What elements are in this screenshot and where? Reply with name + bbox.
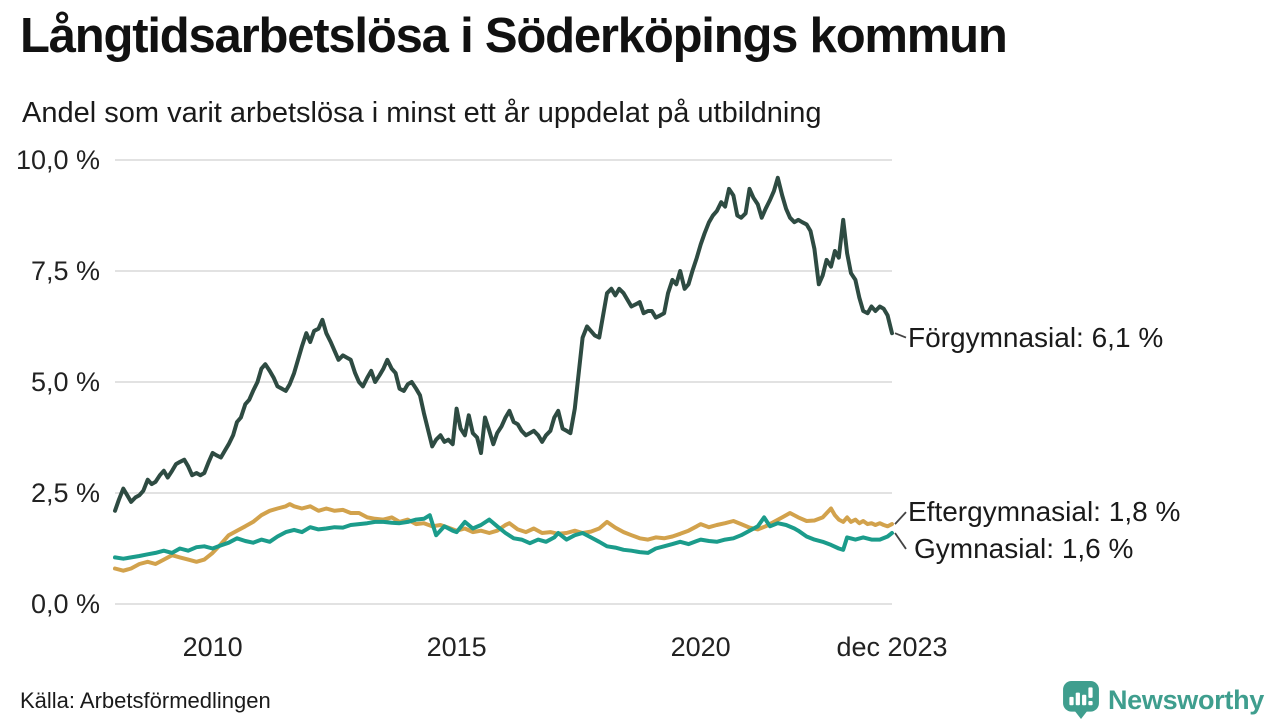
y-tick-label: 0,0 % bbox=[30, 589, 100, 619]
brand-name: Newsworthy bbox=[1107, 684, 1264, 715]
y-tick-label: 2,5 % bbox=[30, 478, 100, 508]
brand-logo: Newsworthy bbox=[1063, 681, 1264, 719]
x-tick-label: 2020 bbox=[670, 632, 731, 662]
label-connector bbox=[894, 511, 907, 525]
y-tick-label: 7,5 % bbox=[30, 256, 100, 286]
page-subtitle: Andel som varit arbetslösa i minst ett å… bbox=[22, 97, 822, 129]
x-tick-label: 2015 bbox=[426, 632, 487, 662]
series-end-label-eftergymnasial: Eftergymnasial: 1,8 % bbox=[908, 496, 1181, 528]
series-end-label-forgymnasial: Förgymnasial: 6,1 % bbox=[908, 321, 1164, 353]
y-tick-label: 5,0 % bbox=[30, 367, 100, 397]
label-connector bbox=[894, 532, 907, 550]
series-line-gymnasial bbox=[113, 513, 894, 561]
source-note: Källa: Arbetsförmedlingen bbox=[20, 688, 271, 713]
newsworthy-icon bbox=[1063, 681, 1099, 719]
series-end-label-gymnasial: Gymnasial: 1,6 % bbox=[914, 532, 1134, 564]
page-title: Långtidsarbetslösa i Söderköpings kommun bbox=[20, 9, 1008, 63]
y-tick-label: 10,0 % bbox=[15, 145, 100, 175]
x-tick-label: dec 2023 bbox=[836, 632, 948, 662]
series-line-frgymnasial bbox=[113, 175, 894, 513]
series-line-eftergymnasial bbox=[113, 502, 894, 573]
label-connector bbox=[894, 332, 907, 339]
x-tick-label: 2010 bbox=[182, 632, 243, 662]
